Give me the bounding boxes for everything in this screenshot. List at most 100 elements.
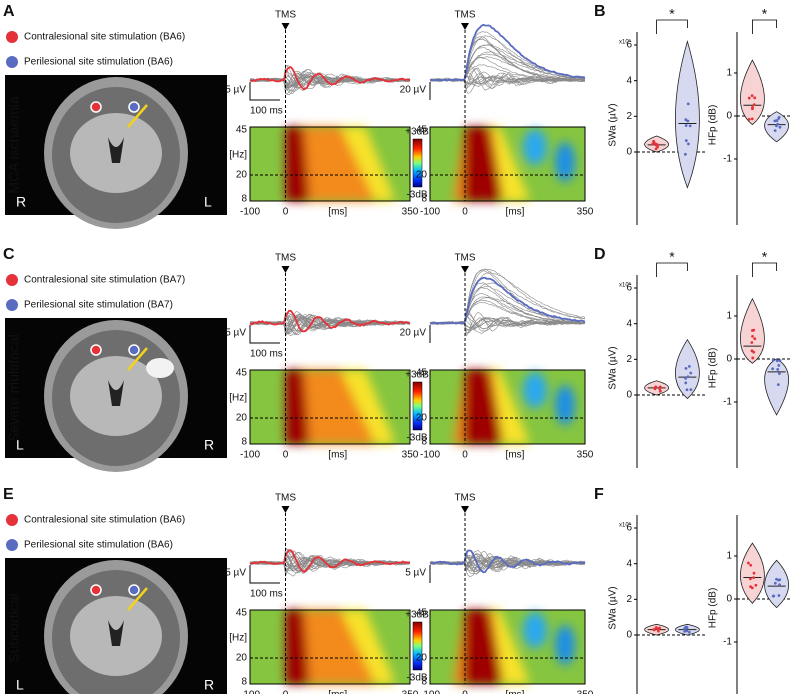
eeg-trace (249, 313, 411, 336)
time-unit: [ms] (506, 450, 525, 461)
sig-star: * (762, 6, 768, 22)
violin-dot (685, 629, 689, 633)
violin-dot (656, 145, 659, 149)
violin-dot (686, 119, 690, 123)
sig-bracket (752, 19, 777, 34)
stim-site-red (90, 101, 102, 113)
violin-dot (684, 376, 687, 380)
eeg-trace (429, 268, 586, 324)
time-tick-label: 350 (402, 690, 419, 694)
eeg-trace (429, 320, 586, 329)
y-tick-label: 6 (626, 523, 632, 534)
tf-blue (523, 612, 547, 648)
y-tick-label: 0 (726, 354, 732, 365)
violin-dot (777, 117, 781, 120)
time-tick-label: 350 (577, 207, 594, 218)
y-tick-label: 1 (726, 68, 732, 79)
violin-dot (687, 630, 691, 634)
violin-dot (773, 581, 777, 585)
violin-dot (651, 142, 655, 146)
mri-side-label: L (204, 194, 212, 210)
mri-side-label: R (204, 677, 214, 693)
violin-dot (688, 124, 692, 128)
legend-label: Contralesional site stimulation (BA7) (24, 275, 185, 286)
freq-tick-label: 20 (416, 170, 428, 181)
violin-dot (775, 359, 779, 363)
violin-dot (775, 124, 778, 128)
tf-red (463, 127, 503, 201)
amplitude-scale: 5 µV (225, 568, 246, 579)
eeg-trace-highlight (429, 23, 586, 82)
eeg-trace-highlight (249, 66, 411, 90)
mri-side-label: R (16, 194, 26, 210)
time-tick-label: -100 (240, 690, 260, 694)
mri-ventricles (108, 137, 124, 163)
tf-blue (555, 625, 575, 665)
eeg-trace-highlight (429, 549, 586, 574)
sig-bracket (752, 262, 777, 277)
violin-dot (771, 358, 775, 362)
mri-side-label: L (16, 677, 24, 693)
freq-tick-label: 8 (421, 194, 427, 205)
time-tick-label: -100 (240, 450, 260, 461)
eeg-trace-highlight (249, 309, 411, 333)
violin-dot (658, 385, 662, 389)
violin-dot (751, 107, 754, 111)
violin-dot (684, 139, 688, 142)
time-tick-label: -100 (420, 690, 440, 694)
legend-label: Contralesional site stimulation (BA6) (24, 515, 185, 526)
violin-body (675, 338, 700, 400)
violin-dot (749, 577, 752, 581)
eeg-column: TMS 20 µV 45 20 8 -100 0 350 [ms] (400, 10, 594, 218)
y-tick-label: -1 (723, 154, 732, 165)
tf-blobs (285, 610, 396, 684)
violin-dot (751, 334, 754, 338)
eeg-trace (249, 72, 411, 92)
y-axis-label: HFp (dB) (708, 348, 719, 389)
time-unit: [ms] (506, 690, 525, 694)
time-tick-label: 350 (402, 207, 419, 218)
y-tick-label: 2 (626, 111, 632, 122)
tf-red (285, 127, 310, 201)
eeg-trace-highlight (249, 549, 411, 573)
violin-dot (683, 152, 687, 156)
violin-dot (686, 142, 690, 146)
hfp-plot: -1 0 1 HFp (dB) (708, 515, 792, 699)
freq-tick-label: 45 (236, 125, 248, 136)
violin-dot (777, 594, 781, 597)
violin-dot (773, 129, 777, 133)
row-2: E F Contralesional site stimulation (BA6) P… (3, 486, 792, 699)
violin-dot (778, 359, 782, 362)
time-unit: [ms] (328, 690, 347, 694)
time-unit: [ms] (328, 207, 347, 218)
freq-tick-label: 8 (241, 194, 247, 205)
violin-dot (747, 96, 751, 100)
colorbar-bottom: -3dB (406, 673, 427, 684)
sig-bracket (656, 262, 688, 277)
violin-dot (775, 119, 779, 122)
freq-tick-label: 20 (236, 653, 248, 664)
violin-dot (771, 367, 775, 371)
y-exponent: x10³ (619, 523, 631, 529)
y-tick-label: 4 (626, 75, 632, 86)
violin-dot (654, 142, 658, 146)
time-tick-label: 0 (283, 450, 289, 461)
freq-unit: [Hz] (229, 393, 247, 404)
eeg-trace-highlight (429, 276, 586, 325)
y-tick-label: 1 (726, 311, 732, 322)
panel-letter: E (3, 486, 14, 503)
time-tick-label: 350 (402, 450, 419, 461)
violin-dot (778, 125, 782, 129)
tf-blue (555, 142, 575, 182)
tms-marker (461, 23, 469, 30)
violin-dot (776, 368, 780, 371)
y-tick-label: 0 (626, 147, 632, 158)
y-tick-label: 4 (626, 558, 632, 569)
colorbar-top: +3dB (405, 127, 429, 138)
tf-frame (249, 369, 411, 445)
time-tick-label: 0 (462, 207, 468, 218)
violin-dot (684, 366, 688, 370)
tf-red (463, 370, 503, 444)
violin-dot (686, 375, 690, 379)
